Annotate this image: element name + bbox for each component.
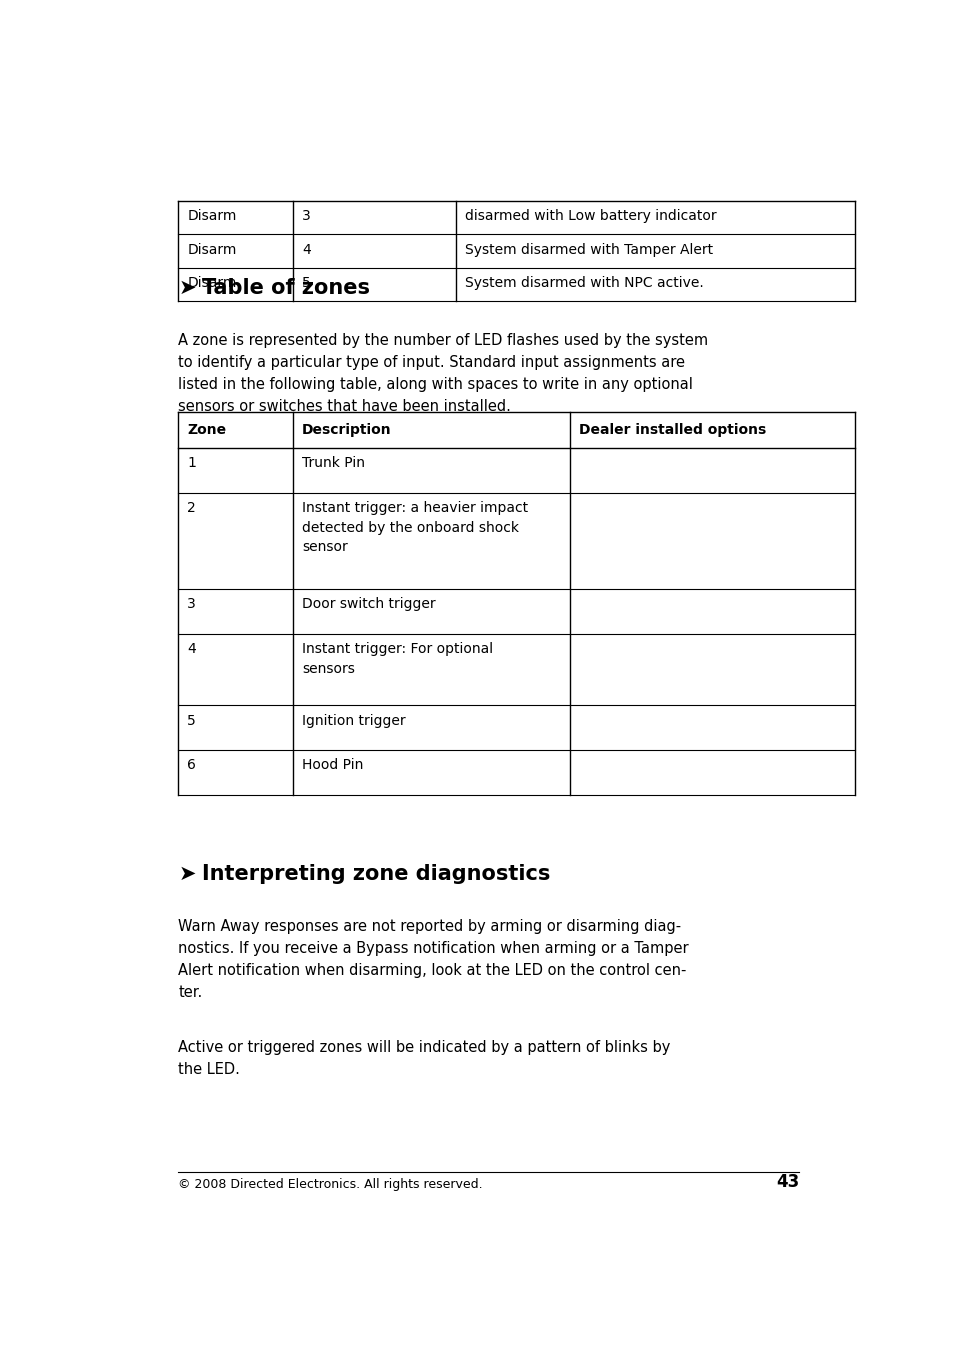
- Text: System disarmed with NPC active.: System disarmed with NPC active.: [464, 276, 702, 289]
- Text: ➤: ➤: [178, 863, 195, 883]
- Text: Warn Away responses are not reported by arming or disarming diag-
nostics. If yo: Warn Away responses are not reported by …: [178, 919, 688, 1000]
- Text: 2: 2: [187, 501, 195, 515]
- Text: 43: 43: [776, 1173, 799, 1190]
- Text: Disarm: Disarm: [187, 209, 236, 223]
- Text: Dealer installed options: Dealer installed options: [578, 423, 765, 438]
- Text: Disarm: Disarm: [187, 276, 236, 289]
- Text: ➤: ➤: [178, 277, 195, 298]
- Text: 5: 5: [187, 713, 195, 727]
- Text: Table of zones: Table of zones: [202, 277, 370, 298]
- Text: Trunk Pin: Trunk Pin: [301, 457, 364, 470]
- Text: 4: 4: [187, 643, 195, 656]
- Text: Zone: Zone: [187, 423, 226, 438]
- Text: Description: Description: [301, 423, 391, 438]
- Text: 3: 3: [187, 598, 195, 612]
- Text: disarmed with Low battery indicator: disarmed with Low battery indicator: [464, 209, 716, 223]
- Text: Ignition trigger: Ignition trigger: [301, 713, 405, 727]
- Text: Active or triggered zones will be indicated by a pattern of blinks by
the LED.: Active or triggered zones will be indica…: [178, 1040, 670, 1078]
- Text: © 2008 Directed Electronics. All rights reserved.: © 2008 Directed Electronics. All rights …: [178, 1178, 482, 1190]
- Text: System disarmed with Tamper Alert: System disarmed with Tamper Alert: [464, 243, 712, 257]
- Text: Instant trigger: a heavier impact
detected by the onboard shock
sensor: Instant trigger: a heavier impact detect…: [301, 501, 527, 554]
- Text: Instant trigger: For optional
sensors: Instant trigger: For optional sensors: [301, 643, 493, 675]
- Text: Hood Pin: Hood Pin: [301, 758, 363, 772]
- Text: 4: 4: [301, 243, 311, 257]
- Text: 6: 6: [187, 758, 196, 772]
- Text: A zone is represented by the number of LED flashes used by the system
to identif: A zone is represented by the number of L…: [178, 333, 708, 414]
- Text: 3: 3: [301, 209, 311, 223]
- Text: 5: 5: [301, 276, 311, 289]
- Text: 1: 1: [187, 457, 196, 470]
- Text: Door switch trigger: Door switch trigger: [301, 598, 435, 612]
- Text: Interpreting zone diagnostics: Interpreting zone diagnostics: [202, 863, 550, 883]
- Text: Disarm: Disarm: [187, 243, 236, 257]
